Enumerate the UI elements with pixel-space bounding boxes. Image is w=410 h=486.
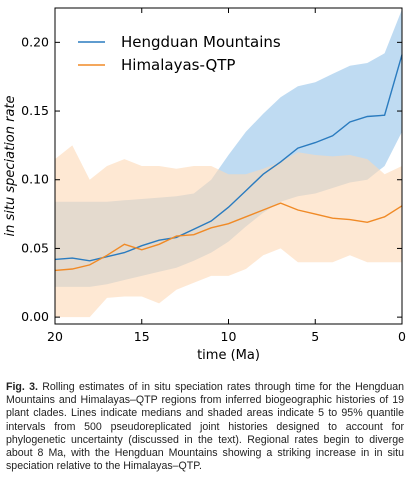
legend: Hengduan Mountains Himalayas-QTP — [78, 33, 281, 74]
x-tick-label: 10 — [221, 329, 237, 344]
figure-caption: Fig. 3. Rolling estimates of in situ spe… — [6, 381, 404, 473]
legend-label-himalayas-qtp: Himalayas-QTP — [121, 56, 235, 74]
himalayas-qtp-quantile-band — [55, 145, 402, 318]
x-tick-label: 15 — [134, 329, 150, 344]
y-tick-label: 0.00 — [21, 309, 49, 324]
speciation-rate-chart: 20 15 10 5 0 0.00 0.05 0.10 0.15 0.20 in situ spe… — [3, 7, 406, 363]
x-tick-label: 5 — [311, 329, 319, 344]
y-tick-label: 0.05 — [21, 240, 49, 255]
himalayas-qtp-median-line — [54, 202, 403, 272]
hengduan-mountains-median-line — [54, 54, 403, 262]
y-tick-label: 0.15 — [21, 103, 49, 118]
caption-label: Fig. 3. — [6, 381, 38, 393]
caption-text: Rolling estimates of in situ speciation … — [6, 381, 404, 473]
axis-ticks: 20 15 10 5 0 0.00 0.05 0.10 0.15 0.20 — [21, 8, 406, 344]
x-tick-label: 0 — [398, 329, 406, 344]
y-tick-label: 0.20 — [21, 34, 49, 49]
quantile-bands — [55, 9, 402, 318]
legend-label-hengduan-mountains: Hengduan Mountains — [121, 33, 281, 51]
median-lines — [54, 54, 403, 272]
y-axis-label: in situ speciation rate — [3, 95, 18, 236]
x-tick-label: 20 — [47, 329, 63, 344]
y-tick-label: 0.10 — [21, 172, 49, 187]
x-axis-label: time (Ma) — [197, 348, 260, 363]
